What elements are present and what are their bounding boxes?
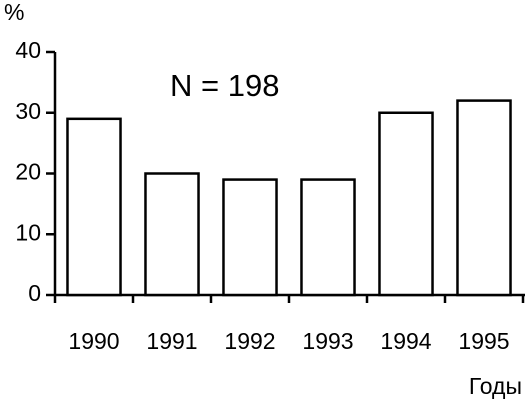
y-tick-label: 40 [15, 37, 41, 63]
x-tick-label: 1994 [380, 328, 431, 354]
bar [456, 99, 512, 297]
x-axis-label: Годы [469, 373, 522, 399]
y-tick-label: 20 [15, 159, 41, 185]
y-tick-label: 30 [15, 98, 41, 124]
y-axis-label: % [4, 0, 24, 25]
x-tick-label: 1990 [68, 328, 119, 354]
annotation: N = 198 [170, 68, 279, 103]
x-tick-label: 1992 [224, 328, 275, 354]
bar [378, 111, 434, 297]
x-tick-label: 1991 [146, 328, 197, 354]
y-tick-label: 0 [28, 280, 41, 306]
bar [66, 117, 122, 297]
bar [144, 172, 200, 297]
x-tick-label: 1993 [302, 328, 353, 354]
bar [222, 178, 278, 297]
x-tick-label: 1995 [458, 328, 509, 354]
y-tick-label: 10 [15, 219, 41, 245]
bar [300, 178, 356, 297]
